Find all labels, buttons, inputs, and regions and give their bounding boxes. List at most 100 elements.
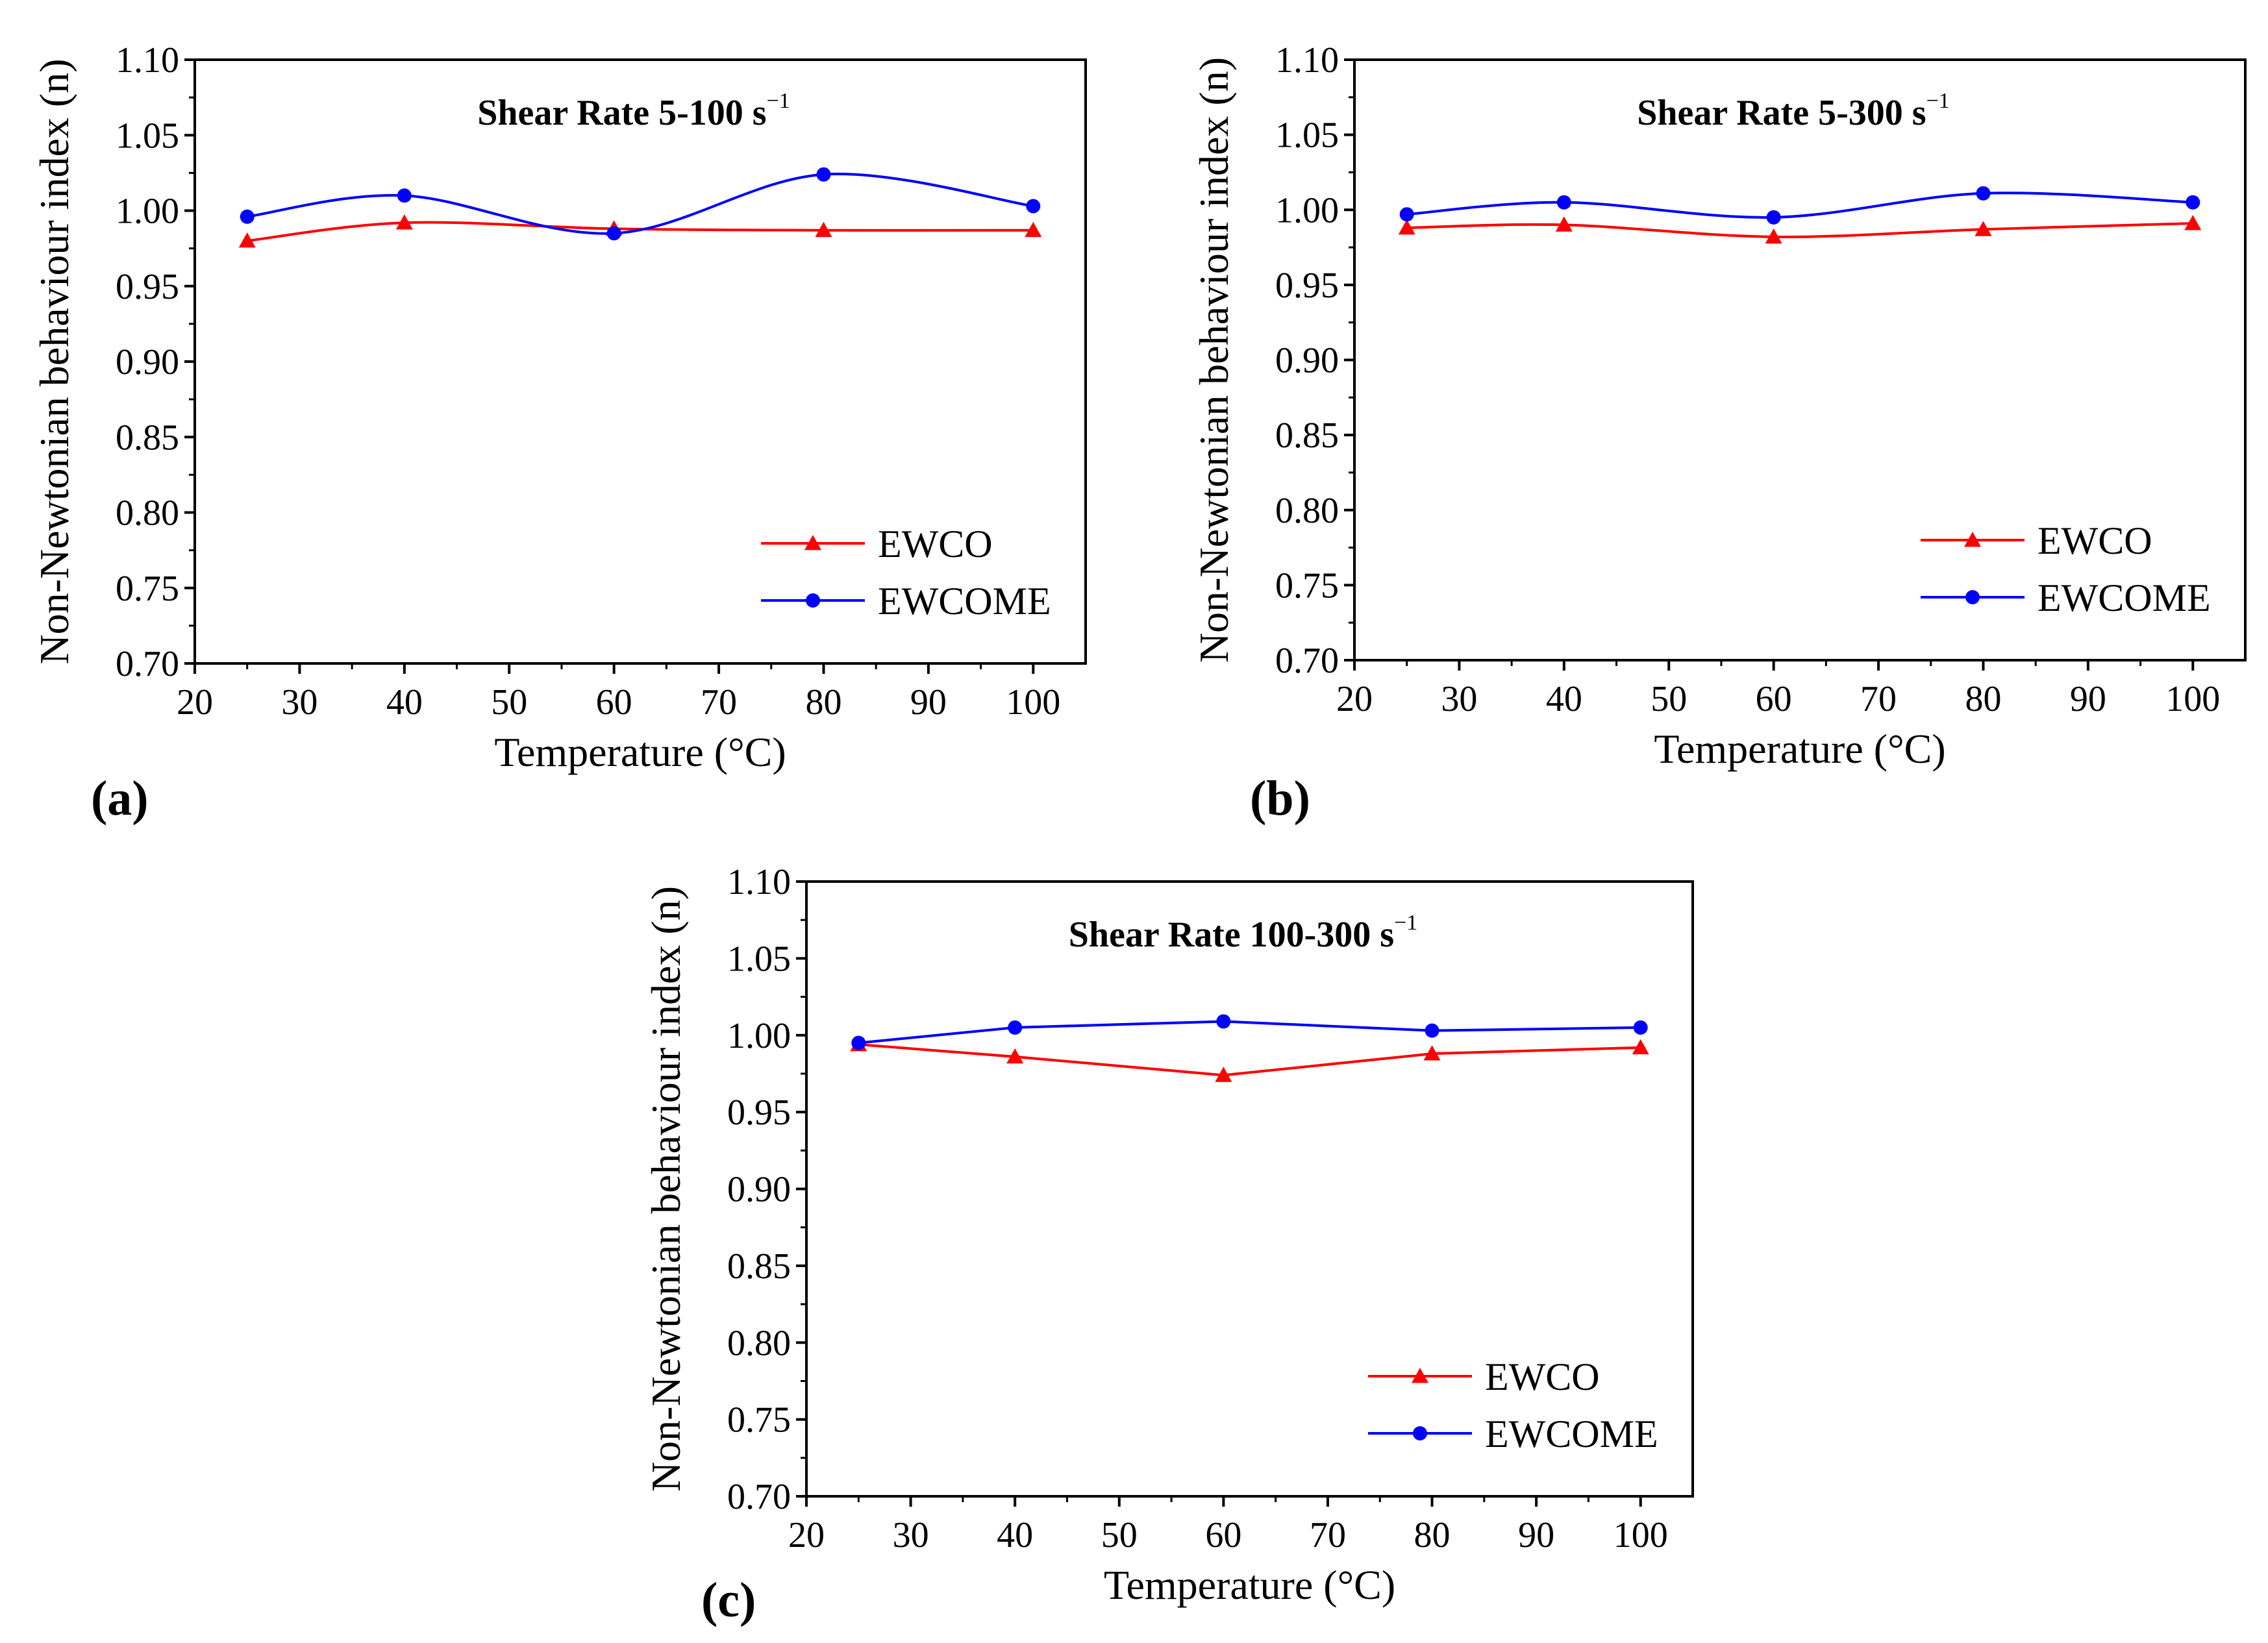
legend-marker-ewco	[1412, 1368, 1428, 1383]
y-tick-label: 0.95	[727, 1093, 791, 1133]
chart-panel-b: 20 30 40 50 60 70 80 90 100 0.70 0.75 0.80 0.85 0.90 0…	[1191, 40, 2247, 826]
y-tick-label: 0.80	[727, 1323, 791, 1363]
x-tick-label: 30	[893, 1515, 929, 1555]
y-tick-label: 0.70	[727, 1477, 791, 1517]
chart-title-superscript: −1	[1394, 911, 1417, 935]
x-tick-label: 90	[910, 682, 947, 723]
data-point-ewcome	[1556, 195, 1571, 210]
y-tick-label: 0.85	[727, 1246, 791, 1287]
data-point-ewcome	[1216, 1014, 1231, 1029]
data-point-ewcome	[606, 226, 621, 241]
x-axis-title: Temperature (°C)	[494, 729, 786, 775]
data-point-ewcome	[1633, 1020, 1648, 1035]
y-tick-label: 1.10	[116, 40, 179, 80]
x-tick-label: 90	[2070, 679, 2106, 719]
y-axis-title: Non-Newtonian behaviour index (n)	[31, 58, 77, 664]
data-point-ewco	[1398, 219, 1415, 235]
y-tick-label: 1.05	[116, 116, 179, 156]
data-point-ewco	[1423, 1045, 1441, 1061]
x-tick-label: 100	[1006, 682, 1060, 723]
x-tick-label: 80	[1414, 1515, 1451, 1555]
data-point-ewco	[395, 214, 413, 230]
data-point-ewco	[1632, 1039, 1649, 1055]
x-tick-label: 80	[805, 682, 841, 723]
x-tick-label: 30	[281, 682, 318, 723]
data-point-ewcome	[1399, 207, 1414, 222]
x-tick-label: 40	[997, 1515, 1033, 1555]
y-tick-label: 0.70	[116, 644, 179, 684]
x-tick-label: 70	[701, 682, 737, 723]
legend-marker-ewco	[1964, 532, 1981, 547]
data-point-ewco	[1215, 1067, 1232, 1082]
y-tick-label: 0.75	[727, 1400, 791, 1440]
y-tick-label: 0.95	[1275, 266, 1339, 306]
chart-title-text: Shear Rate 5-100 s	[477, 93, 766, 133]
x-tick-label: 50	[491, 682, 527, 723]
series-ewcome	[851, 1014, 1648, 1050]
chart-title: Shear Rate 5-300 s−1	[1637, 89, 1950, 133]
y-tick-label: 1.10	[727, 862, 791, 902]
y-tick-label: 1.00	[1275, 190, 1339, 230]
data-point-ewco	[1006, 1048, 1024, 1064]
y-tick-label: 1.05	[1275, 116, 1339, 156]
x-tick-label: 80	[1965, 679, 2001, 719]
y-tick-label: 1.10	[1275, 40, 1339, 80]
y-tick-label: 0.80	[1275, 491, 1339, 531]
data-point-ewco	[1765, 228, 1782, 244]
panel-label-c: (c)	[701, 1573, 756, 1627]
y-axis-title: Non-Newtonian behaviour index (n)	[1191, 57, 1237, 663]
data-point-ewco	[1975, 221, 1992, 236]
data-point-ewco	[238, 232, 256, 248]
legend-label-ewcome: EWCOME	[2037, 576, 2211, 619]
data-point-ewcome	[816, 167, 831, 182]
y-tick-label: 0.90	[1275, 341, 1339, 381]
data-point-ewco	[1555, 216, 1573, 232]
chart-panel-c: 20 30 40 50 60 70 80 90 100 0.70 0.75 0.80 0.85 0.90 0…	[643, 862, 1694, 1627]
x-tick-label: 50	[1651, 679, 1687, 719]
x-tick-label: 40	[386, 682, 423, 723]
x-axis-title: Temperature (°C)	[1104, 1562, 1395, 1608]
data-point-ewco	[1025, 221, 1042, 238]
y-tick-label: 0.70	[1275, 641, 1339, 681]
data-point-ewcome	[1425, 1023, 1439, 1038]
legend: EWCO EWCOME	[761, 523, 1051, 623]
data-point-ewcome	[397, 188, 412, 203]
panel-label-b: (b)	[1250, 771, 1310, 826]
legend-label-ewco: EWCO	[1485, 1355, 1600, 1398]
y-axis-title: Non-Newtonian behaviour index (n)	[643, 886, 689, 1492]
series-ewcome	[1399, 186, 2200, 225]
y-tick-label: 0.90	[727, 1170, 791, 1210]
legend-marker-ewco	[804, 535, 821, 550]
y-tick-label: 1.00	[727, 1016, 791, 1056]
series-ewcome	[240, 167, 1041, 241]
x-tick-label: 100	[2165, 679, 2220, 719]
x-tick-label: 20	[788, 1515, 825, 1555]
x-tick-label: 60	[1205, 1515, 1241, 1555]
chart-title-superscript: −1	[1926, 89, 1950, 113]
legend: EWCO EWCOME	[1921, 519, 2211, 619]
x-tick-label: 30	[1441, 679, 1477, 719]
y-tick-label: 0.90	[116, 342, 179, 382]
data-point-ewcome	[851, 1035, 866, 1050]
legend-label-ewco: EWCO	[2037, 519, 2152, 562]
y-tick-label: 0.85	[1275, 415, 1339, 456]
x-tick-label: 70	[1860, 679, 1897, 719]
x-tick-label: 100	[1614, 1515, 1668, 1555]
legend-marker-ewcome	[806, 593, 820, 608]
y-tick-label: 1.00	[116, 191, 179, 232]
legend-label-ewcome: EWCOME	[878, 580, 1051, 623]
legend-marker-ewcome	[1413, 1426, 1427, 1440]
y-tick-label: 0.85	[116, 417, 179, 458]
x-axis-title: Temperature (°C)	[1654, 726, 1945, 772]
panel-label-a: (a)	[91, 771, 149, 826]
legend-label-ewco: EWCO	[878, 523, 993, 565]
data-point-ewcome	[1976, 186, 1991, 201]
chart-title: Shear Rate 5-100 s−1	[477, 89, 790, 133]
chart-title-text: Shear Rate 5-300 s	[1637, 93, 1926, 133]
data-point-ewcome	[240, 209, 255, 224]
y-tick-label: 1.05	[727, 939, 791, 979]
series-ewco	[1398, 215, 2202, 244]
x-tick-label: 90	[1518, 1515, 1554, 1555]
x-tick-label: 70	[1310, 1515, 1346, 1555]
